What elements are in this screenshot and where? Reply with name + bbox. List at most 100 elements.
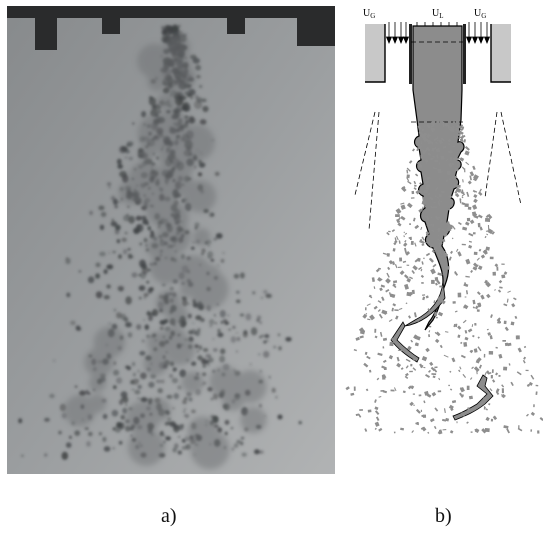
schematic-droplet [419, 182, 423, 186]
spray-droplet [214, 171, 220, 176]
spray-droplet [116, 239, 121, 244]
schematic-droplet [382, 346, 385, 349]
schematic-droplet [454, 271, 459, 276]
spray-droplet [98, 205, 105, 211]
schematic-droplet [429, 418, 435, 423]
schematic-droplet [454, 167, 459, 172]
schematic-droplet [462, 179, 464, 183]
schematic-droplet [421, 243, 425, 246]
schematic-droplet [428, 325, 432, 328]
schematic-droplet [362, 313, 368, 319]
spray-droplet [220, 258, 225, 263]
spray-droplet [235, 290, 240, 294]
schematic-droplet [459, 157, 465, 162]
gas-velocity-label-right: UG [474, 8, 486, 20]
schematic-droplet [472, 165, 476, 171]
spray-droplet [210, 397, 214, 401]
spray-droplet [65, 442, 72, 448]
spray-droplet [184, 413, 190, 419]
schematic-droplet [463, 134, 466, 138]
schematic-droplet [403, 274, 409, 279]
spray-droplet [143, 237, 148, 243]
schematic-droplet [455, 193, 459, 197]
schematic-droplet [412, 217, 416, 222]
schematic-droplet [459, 198, 462, 204]
schematic-droplet [499, 286, 503, 289]
schematic-droplet [425, 231, 430, 235]
schematic-droplet [469, 171, 475, 177]
schematic-droplet [378, 267, 381, 270]
schematic-droplet [424, 159, 429, 163]
schematic-droplet [425, 233, 429, 237]
schematic-droplet [409, 223, 412, 226]
schematic-droplet [415, 422, 420, 426]
spray-droplet [219, 355, 226, 363]
schematic-droplet [452, 125, 455, 129]
schematic-droplet [447, 225, 453, 230]
spray-droplet [231, 447, 235, 451]
schematic-droplet [510, 321, 515, 326]
mist-blob [144, 166, 183, 204]
schematic-droplet [442, 232, 448, 238]
spray-droplet [172, 407, 175, 410]
schematic-droplet [460, 127, 465, 132]
schematic-droplet [467, 206, 472, 210]
schematic-droplet [459, 386, 465, 393]
schematic-droplet [508, 363, 511, 366]
spray-droplet [178, 435, 181, 438]
schematic-droplet [350, 392, 355, 396]
schematic-droplet [484, 372, 487, 377]
schematic-droplet [419, 363, 424, 369]
schematic-droplet [373, 305, 378, 310]
schematic-droplet [395, 315, 399, 320]
schematic-droplet [432, 155, 436, 159]
spray-droplet [207, 244, 210, 247]
spray-droplet [232, 325, 236, 329]
spray-droplet [120, 313, 127, 320]
schematic-droplet [440, 255, 444, 259]
schematic-droplet [380, 284, 386, 288]
schematic-droplet [404, 240, 407, 243]
schematic-droplet [507, 290, 511, 293]
inner-wall-right [463, 24, 466, 84]
schematic-droplet [369, 314, 375, 321]
schematic-droplet [468, 395, 474, 400]
schematic-droplet [483, 406, 486, 410]
spray-droplet [116, 227, 120, 229]
schematic-droplet [473, 366, 480, 373]
schematic-droplet [497, 289, 502, 293]
schematic-droplet [426, 123, 431, 129]
schematic-droplet [465, 290, 469, 295]
schematic-droplet [412, 357, 417, 362]
schematic-droplet [482, 249, 488, 255]
schematic-droplet [448, 143, 451, 145]
schematic-droplet [530, 411, 536, 417]
schematic-droplet [476, 371, 478, 375]
spray-droplet [119, 170, 127, 178]
schematic-droplet [474, 305, 479, 310]
schematic-droplet [377, 300, 382, 304]
spray-droplet [187, 313, 192, 319]
spray-droplet [191, 409, 196, 414]
schematic-droplet [400, 427, 405, 431]
spray-droplet [264, 334, 270, 339]
schematic-droplet [443, 220, 445, 222]
schematic-droplet [500, 394, 506, 397]
mist-blob [147, 398, 171, 422]
spray-droplet [116, 158, 122, 165]
schematic-droplet [465, 161, 470, 166]
schematic-droplet [397, 222, 402, 227]
spray-droplet [252, 291, 256, 295]
schematic-droplet [445, 179, 448, 183]
mist-blob [165, 97, 178, 110]
spray-droplet [164, 421, 169, 426]
schematic-droplet [496, 266, 499, 271]
schematic-droplet [451, 399, 457, 404]
schematic-droplet [459, 126, 465, 129]
spray-droplet [230, 336, 237, 343]
schematic-droplet [418, 208, 423, 213]
schematic-droplet [434, 276, 439, 281]
schematic-droplet [353, 386, 356, 391]
schematic-droplet [435, 147, 441, 153]
schematic-droplet [451, 225, 456, 230]
